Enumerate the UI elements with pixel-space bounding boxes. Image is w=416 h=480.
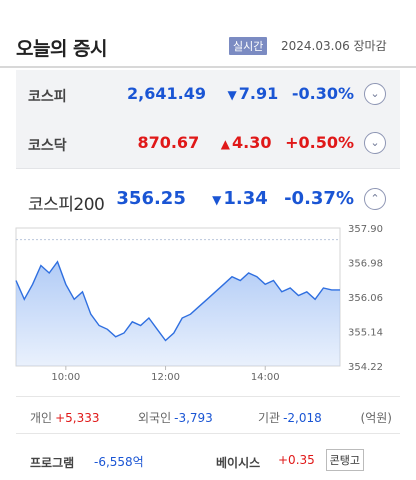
kospi-row[interactable]: 코스피 2,641.49 ▼ 7.91 -0.30% ⌄: [16, 70, 400, 120]
market-date-status: 2024.03.06 장마감: [281, 39, 387, 53]
y-tick-label: 356.98: [348, 259, 383, 270]
kospi200-intraday-chart: 357.90 356.98 356.06 355.14 354.22 10:00 12:00…: [15, 224, 383, 382]
contango-badge: 콘탱고: [325, 449, 364, 471]
x-tick-label: 14:00: [251, 372, 280, 382]
program-label: 프로그램: [30, 456, 75, 470]
down-triangle-icon: ▼: [212, 193, 222, 207]
kospi-value: 2,641.49: [127, 84, 206, 103]
investor-foreign: 외국인 -3,793: [138, 409, 213, 426]
kosdaq-value: 870.67: [137, 133, 200, 152]
kosdaq-change: 4.30: [232, 133, 272, 152]
chevron-up-icon[interactable]: ⌃: [364, 188, 386, 210]
investor-summary: 개인 +5,333 외국인 -3,793 기관 -2,018 (억원): [16, 396, 400, 434]
realtime-badge: 실시간: [229, 37, 268, 55]
x-tick-label: 10:00: [51, 372, 80, 382]
kospi-name: 코스피: [28, 89, 67, 105]
kospi-change: 7.91: [238, 84, 279, 103]
investor-value: -3,793: [174, 411, 213, 425]
y-tick-label: 356.06: [348, 293, 383, 304]
kospi-percent: -0.30%: [291, 84, 354, 103]
investor-institution: 기관 -2,018: [258, 409, 322, 426]
chevron-down-icon[interactable]: ⌄: [364, 132, 386, 154]
chevron-down-icon[interactable]: ⌄: [364, 83, 386, 105]
kosdaq-percent: +0.50%: [285, 133, 354, 152]
kosdaq-name: 코스닥: [28, 138, 67, 154]
investor-label: 기관: [258, 411, 281, 425]
kospi200-row[interactable]: 코스피200 356.25 ▼ 1.34 -0.37% ⌃: [16, 168, 400, 228]
kospi200-percent: -0.37%: [284, 188, 354, 209]
series-line: [15, 260, 340, 342]
kospi200-change: 1.34: [223, 188, 268, 209]
investor-value: +5,333: [55, 411, 100, 425]
program-value: -6,558억: [94, 455, 144, 469]
down-triangle-icon: ▼: [227, 88, 237, 102]
y-tick-label: 357.90: [348, 224, 383, 235]
investor-label: 외국인: [138, 411, 172, 425]
y-tick-label: 355.14: [348, 328, 383, 339]
y-tick-label: 354.22: [348, 362, 383, 373]
up-triangle-icon: ▲: [220, 137, 231, 151]
investor-value: -2,018: [283, 411, 322, 425]
market-header: 오늘의 증시 실시간 2024.03.06 장마감: [0, 0, 416, 68]
basis-value: +0.35: [278, 453, 315, 467]
kosdaq-row[interactable]: 코스닥 870.67 ▲ 4.30 +0.50% ⌄: [16, 119, 400, 169]
page-title: 오늘의 증시: [16, 38, 108, 60]
kospi200-name: 코스피200: [28, 195, 105, 215]
basis-label: 베이시스: [216, 456, 261, 470]
kospi-values: 2,641.49 ▼ 7.91 -0.30%: [119, 84, 354, 103]
investor-individual: 개인 +5,333: [30, 409, 100, 426]
area-fill: [16, 261, 340, 366]
investor-label: 개인: [30, 411, 53, 425]
program-basis-footer: 프로그램 -6,558억 베이시스 +0.35 콘탱고: [16, 440, 400, 480]
kospi200-value: 356.25: [116, 188, 186, 209]
kosdaq-values: 870.67 ▲ 4.30 +0.50%: [129, 133, 354, 152]
x-tick-label: 12:00: [151, 372, 180, 382]
investor-unit: (억원): [360, 411, 392, 425]
kospi200-values: 356.25 ▼ 1.34 -0.37%: [106, 188, 354, 209]
